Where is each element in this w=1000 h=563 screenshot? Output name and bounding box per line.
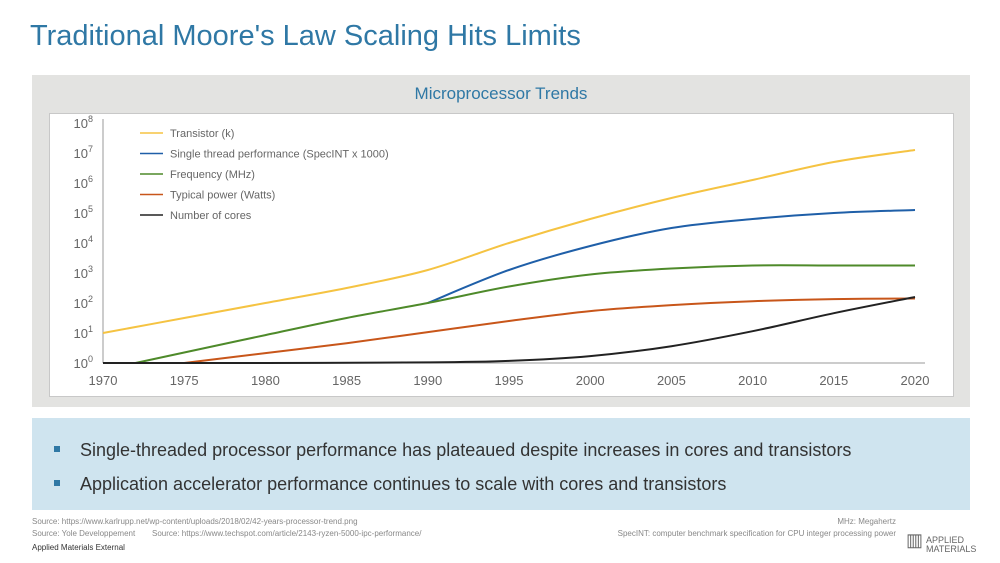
x-tick-label: 2015: [819, 373, 848, 388]
legend-label-1: Single thread performance (SpecINT x 100…: [170, 149, 389, 161]
y-tick-label: 102: [74, 294, 93, 311]
legend-label-2: Frequency (MHz): [170, 169, 255, 181]
logo-text: APPLIED MATERIALS: [926, 535, 977, 554]
applied-materials-logo: ▥ APPLIED MATERIALS: [906, 530, 981, 554]
y-tick-label: 108: [74, 114, 93, 131]
x-tick-label: 2020: [901, 373, 930, 388]
chart-title: Microprocessor Trends: [414, 84, 588, 103]
note-specint: SpecINT: computer benchmark specificatio…: [617, 529, 896, 538]
y-tick-label: 100: [74, 354, 93, 371]
series-line-3: [184, 297, 916, 364]
slide-title: Traditional Moore's Law Scaling Hits Lim…: [30, 20, 581, 52]
x-tick-label: 1995: [495, 373, 524, 388]
note-mhz: MHz: Megahertz: [837, 517, 896, 526]
x-tick-label: 1980: [251, 373, 280, 388]
logo-icon: ▥: [906, 530, 924, 550]
y-tick-label: 105: [74, 204, 93, 221]
y-tick-label: 106: [74, 174, 93, 191]
chart-panel: Microprocessor Trends 100 101 102 103 104 105…: [32, 75, 970, 407]
y-tick-label: 104: [74, 234, 93, 251]
y-tick-label: 107: [74, 144, 93, 161]
legend-label-4: Number of cores: [170, 210, 252, 222]
x-tick-label: 2000: [576, 373, 605, 388]
x-tick-label: 1975: [170, 373, 199, 388]
legend-label-0: Transistor (k): [170, 128, 234, 140]
series-line-4: [102, 296, 916, 365]
y-tick-label: 101: [74, 324, 93, 341]
bullet-icon: [54, 480, 60, 487]
source-2: Source: Yole Developpement: [32, 529, 136, 538]
series-line-2: [135, 264, 915, 364]
series-line-0: [102, 149, 916, 334]
source-1: Source: https://www.karlrupp.net/wp-cont…: [32, 517, 358, 526]
x-tick-label: 2005: [657, 373, 686, 388]
bullet-2: Application accelerator performance cont…: [54, 474, 726, 495]
y-tick-label: 103: [74, 264, 93, 281]
bullet-1: Single-threaded processor performance ha…: [54, 440, 851, 461]
bullet-box: Single-threaded processor performance ha…: [32, 418, 970, 510]
series-line-1: [427, 209, 916, 304]
legend-label-3: Typical power (Watts): [170, 190, 275, 202]
x-tick-label: 1970: [89, 373, 118, 388]
bullet-text: Single-threaded processor performance ha…: [80, 440, 852, 460]
chart-svg: 100 101 102 103 104 105 106 107 108 1970 1975 1980 1…: [74, 114, 930, 388]
x-tick-label: 2010: [738, 373, 767, 388]
plot-area: 100 101 102 103 104 105 106 107 108 1970 1975 1980 1…: [49, 113, 954, 397]
bullet-icon: [54, 446, 60, 453]
classification: Applied Materials External: [32, 543, 125, 552]
x-tick-label: 1985: [332, 373, 361, 388]
source-3: Source: https://www.techspot.com/article…: [152, 529, 422, 538]
x-tick-label: 1990: [413, 373, 442, 388]
bullet-text: Application accelerator performance cont…: [80, 474, 727, 494]
